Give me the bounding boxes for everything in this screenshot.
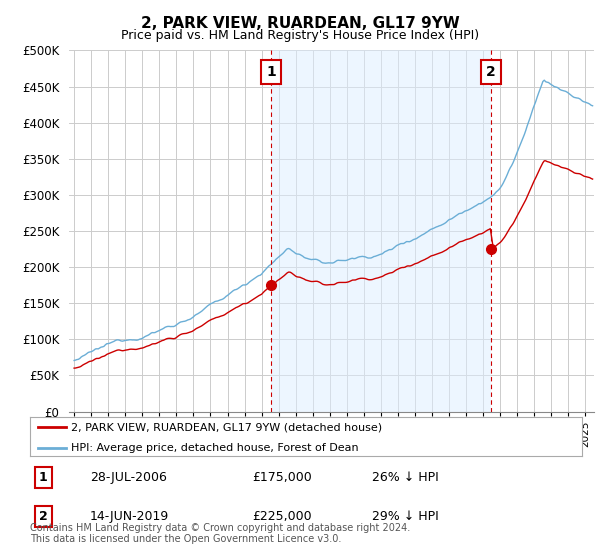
Text: 1: 1: [39, 471, 47, 484]
Text: 2, PARK VIEW, RUARDEAN, GL17 9YW (detached house): 2, PARK VIEW, RUARDEAN, GL17 9YW (detach…: [71, 422, 383, 432]
Text: HPI: Average price, detached house, Forest of Dean: HPI: Average price, detached house, Fore…: [71, 443, 359, 453]
Text: Price paid vs. HM Land Registry's House Price Index (HPI): Price paid vs. HM Land Registry's House …: [121, 29, 479, 42]
Text: 2: 2: [39, 510, 47, 523]
Text: 2, PARK VIEW, RUARDEAN, GL17 9YW: 2, PARK VIEW, RUARDEAN, GL17 9YW: [140, 16, 460, 31]
Text: 14-JUN-2019: 14-JUN-2019: [90, 510, 169, 523]
Text: 2: 2: [486, 65, 496, 79]
Bar: [271, 50, 491, 412]
Text: 1: 1: [266, 65, 276, 79]
Text: 28-JUL-2006: 28-JUL-2006: [90, 471, 167, 484]
Text: £175,000: £175,000: [252, 471, 312, 484]
Text: 26% ↓ HPI: 26% ↓ HPI: [372, 471, 439, 484]
Text: 29% ↓ HPI: 29% ↓ HPI: [372, 510, 439, 523]
Text: Contains HM Land Registry data © Crown copyright and database right 2024.
This d: Contains HM Land Registry data © Crown c…: [30, 522, 410, 544]
Text: £225,000: £225,000: [252, 510, 311, 523]
